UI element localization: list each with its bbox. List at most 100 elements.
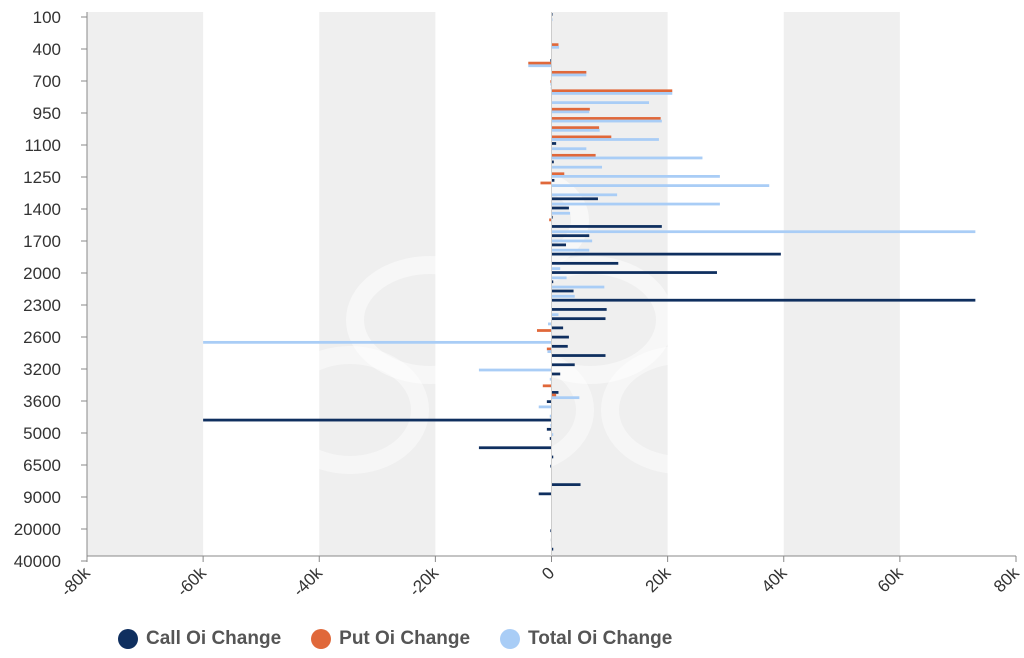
bar-total — [551, 165, 603, 169]
bar-call — [546, 400, 552, 404]
bar-total — [550, 82, 552, 86]
y-tick-label: 400 — [33, 40, 61, 59]
chart-legend: Call Oi Change Put Oi Change Total Oi Ch… — [118, 628, 672, 650]
bar-call — [551, 298, 976, 302]
bar-total — [551, 138, 659, 141]
y-tick-label: 9000 — [23, 488, 61, 507]
bar-total — [551, 211, 571, 215]
legend-dot-put-icon — [311, 629, 332, 649]
bar-call — [551, 234, 590, 238]
bar-call — [551, 354, 606, 357]
legend-dot-call-icon — [118, 629, 138, 649]
bar-total — [203, 340, 552, 344]
bar-call — [551, 455, 554, 459]
bar-put — [549, 218, 552, 222]
bar-put — [528, 61, 552, 65]
bar-put — [551, 117, 661, 120]
bar-total — [551, 101, 650, 105]
bar-call — [551, 363, 575, 367]
x-axis-ticks: -80k -60k -40k -20k 0 20k 40k 60k 80k — [57, 556, 1023, 600]
x-tick-label: 60k — [874, 563, 907, 596]
bar-put — [551, 126, 600, 130]
bar-put — [536, 329, 552, 332]
bar-call — [550, 464, 552, 468]
y-tick-label: 1700 — [23, 232, 61, 251]
bar-total — [551, 184, 770, 187]
y-tick-label: 2000 — [23, 264, 61, 283]
x-tick-label: -40k — [289, 563, 326, 600]
bar-total — [551, 285, 605, 289]
bar-total — [551, 92, 673, 95]
bar-total — [551, 239, 593, 243]
legend-dot-total-icon — [500, 629, 521, 649]
bar-call — [551, 271, 717, 274]
x-tick-label: -20k — [405, 563, 442, 600]
bar-put — [551, 107, 590, 111]
bar-call — [551, 178, 555, 182]
y-tick-label: 2300 — [23, 296, 61, 315]
bar-put — [551, 135, 612, 139]
bar-total — [551, 396, 580, 400]
bar-put — [540, 181, 552, 185]
bar-total — [528, 64, 552, 68]
x-tick-label: 80k — [990, 563, 1023, 596]
legend-item-call[interactable]: Call Oi Change — [118, 628, 281, 650]
legend-label-total: Total Oi Change — [528, 628, 673, 649]
bar-call — [550, 59, 552, 62]
bar-total — [538, 405, 552, 409]
bar-total — [551, 433, 554, 436]
bar-call — [551, 289, 574, 293]
y-tick-label: 950 — [33, 104, 61, 123]
bar-call — [551, 391, 559, 394]
bar-total — [548, 322, 552, 326]
x-tick-label: -60k — [173, 563, 210, 600]
bar-total — [551, 313, 559, 317]
bar-call — [551, 335, 569, 339]
bar-call — [551, 206, 569, 210]
bar-call — [203, 418, 552, 422]
bar-call — [551, 317, 606, 321]
y-tick-label: 1100 — [24, 136, 61, 155]
bar-total — [550, 423, 552, 427]
bar-call — [550, 529, 552, 533]
bar-call — [538, 492, 552, 496]
bar-put — [542, 384, 552, 388]
bar-call — [551, 547, 554, 551]
x-tick-label: 0 — [538, 563, 558, 583]
bar-total — [551, 267, 561, 270]
y-tick-label: 20000 — [14, 520, 61, 539]
bar-call — [551, 483, 581, 487]
bar-call — [551, 215, 553, 219]
bar-total — [551, 110, 590, 114]
bar-call — [551, 344, 568, 348]
x-tick-label: -80k — [57, 563, 94, 600]
bar-total — [551, 45, 560, 49]
legend-label-call: Call Oi Change — [146, 628, 282, 649]
y-tick-label: 3200 — [23, 360, 61, 379]
y-tick-label: 40000 — [14, 552, 61, 571]
bar-total — [551, 193, 618, 197]
bar-call — [546, 427, 552, 431]
bar-put — [546, 347, 552, 351]
bar-put — [551, 153, 596, 157]
bar-total — [551, 73, 587, 77]
bar-total — [551, 294, 575, 298]
bar-total — [551, 248, 590, 252]
bar-total — [551, 276, 567, 280]
x-tick-label: 40k — [758, 563, 791, 596]
bar-call — [551, 326, 564, 330]
legend-item-total[interactable]: Total Oi Change — [500, 628, 672, 650]
bar-total — [547, 350, 552, 353]
bar-series-group — [203, 13, 976, 551]
legend-label-put: Put Oi Change — [339, 628, 471, 649]
bar-total — [478, 368, 552, 372]
y-tick-label: 1250 — [23, 168, 61, 187]
bar-put — [551, 70, 587, 74]
bar-call — [551, 243, 567, 247]
bar-call — [551, 280, 554, 284]
y-tick-label: 700 — [33, 72, 61, 91]
bar-call — [551, 197, 598, 201]
legend-item-put[interactable]: Put Oi Change — [311, 628, 470, 650]
bar-put — [550, 80, 552, 83]
